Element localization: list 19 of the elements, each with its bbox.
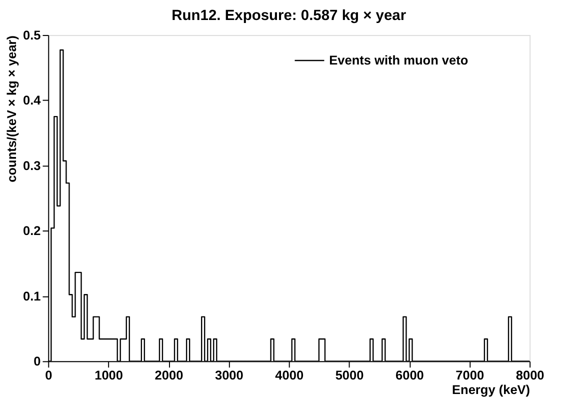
y-tick-label: 0.2: [23, 223, 41, 238]
x-axis-title: Energy (keV): [452, 382, 530, 398]
x-tick-label: 8000: [516, 367, 544, 382]
y-tick-label: 0.1: [23, 288, 41, 304]
y-tick-label: 0: [34, 354, 41, 369]
y-tick-label: 0.3: [23, 158, 41, 173]
y-tick-label: 0.4: [23, 92, 42, 108]
y-tick-label: 0.5: [23, 27, 41, 42]
x-tick-label: 3000: [214, 367, 244, 382]
x-tick-label: 6000: [396, 367, 424, 382]
x-tick-label: 1000: [94, 367, 124, 382]
legend-label: Events with muon veto: [329, 52, 468, 68]
x-tick-label: 2000: [154, 367, 184, 382]
y-axis-title: counts/(keV × kg × year): [4, 35, 20, 182]
chart-title: Run12. Exposure: 0.587 kg × year: [172, 8, 406, 24]
x-tick-label: 5000: [335, 367, 364, 382]
x-tick-label: 4000: [275, 367, 304, 382]
x-tick-label: 7000: [456, 367, 484, 382]
x-tick-label: 0: [45, 367, 52, 382]
